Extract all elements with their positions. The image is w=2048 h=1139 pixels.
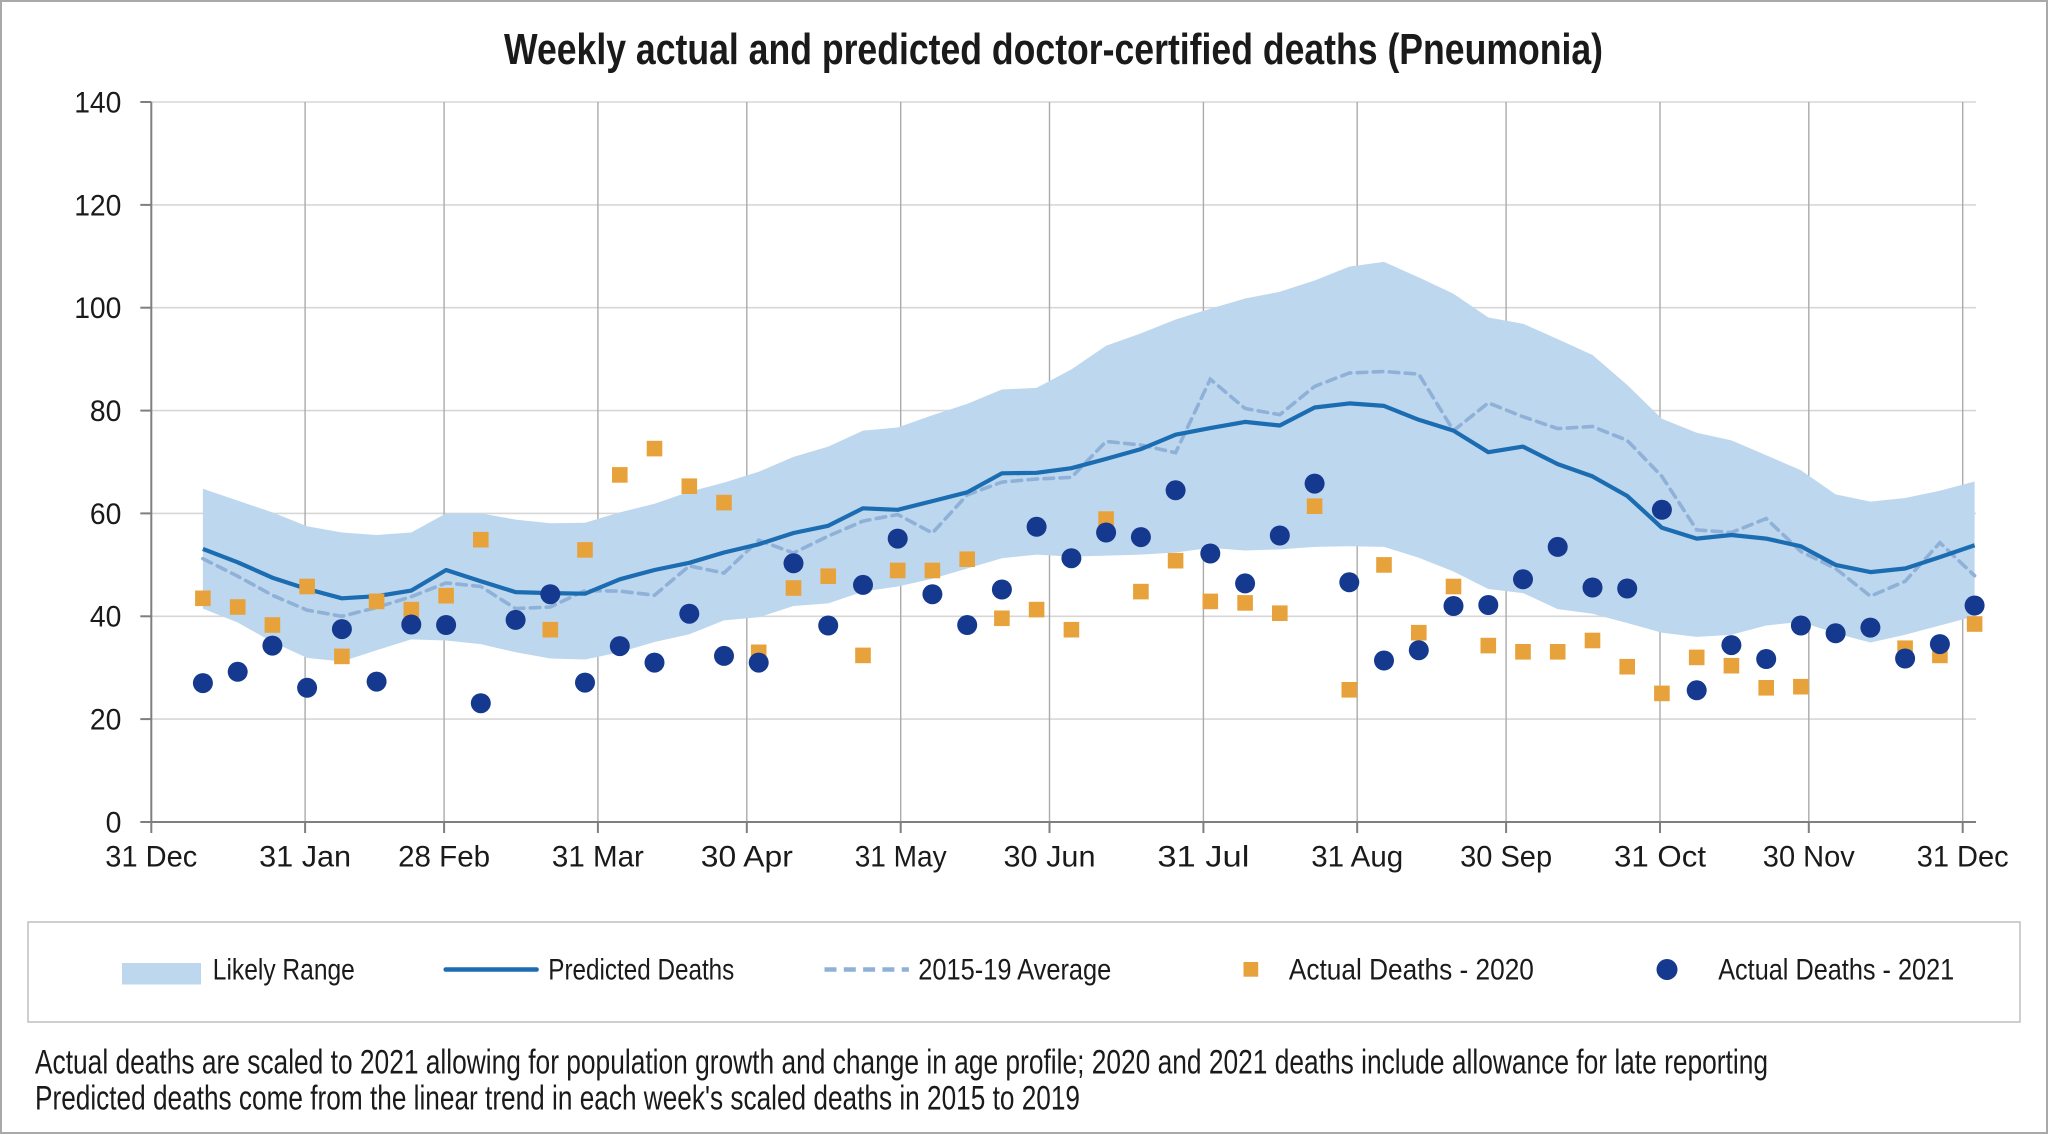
- svg-text:Actual Deaths - 2021: Actual Deaths - 2021: [1718, 953, 1954, 986]
- svg-text:2015-19 Average: 2015-19 Average: [918, 953, 1111, 986]
- svg-text:20: 20: [90, 704, 122, 737]
- svg-text:31 May: 31 May: [855, 841, 947, 874]
- svg-text:31 Aug: 31 Aug: [1311, 841, 1403, 874]
- svg-text:31 Jul: 31 Jul: [1157, 841, 1249, 874]
- svg-text:31 Dec: 31 Dec: [1917, 841, 2009, 874]
- svg-text:30 Nov: 30 Nov: [1763, 841, 1855, 874]
- svg-text:0: 0: [106, 806, 122, 839]
- svg-text:140: 140: [74, 86, 121, 119]
- svg-text:Actual Deaths - 2020: Actual Deaths - 2020: [1289, 953, 1534, 986]
- svg-text:Actual deaths are scaled to 20: Actual deaths are scaled to 2021 allowin…: [35, 1043, 1768, 1081]
- svg-text:30 Apr: 30 Apr: [701, 841, 793, 874]
- svg-text:Predicted deaths come from the: Predicted deaths come from the linear tr…: [35, 1080, 1080, 1118]
- svg-text:28 Feb: 28 Feb: [398, 841, 490, 874]
- svg-text:Weekly actual and predicted do: Weekly actual and predicted doctor-certi…: [504, 25, 1603, 74]
- svg-text:31 Oct: 31 Oct: [1614, 841, 1707, 874]
- svg-text:100: 100: [74, 292, 121, 325]
- svg-text:30 Jun: 30 Jun: [1004, 841, 1096, 874]
- svg-text:Predicted Deaths: Predicted Deaths: [548, 953, 734, 986]
- svg-text:40: 40: [90, 601, 122, 634]
- svg-text:31 Jan: 31 Jan: [259, 841, 351, 874]
- svg-text:60: 60: [90, 498, 122, 531]
- svg-text:120: 120: [74, 189, 121, 222]
- svg-text:30 Sep: 30 Sep: [1460, 841, 1552, 874]
- svg-text:80: 80: [90, 395, 122, 428]
- svg-text:31 Dec: 31 Dec: [105, 841, 197, 874]
- svg-text:31 Mar: 31 Mar: [552, 841, 644, 874]
- svg-text:Likely Range: Likely Range: [213, 953, 355, 986]
